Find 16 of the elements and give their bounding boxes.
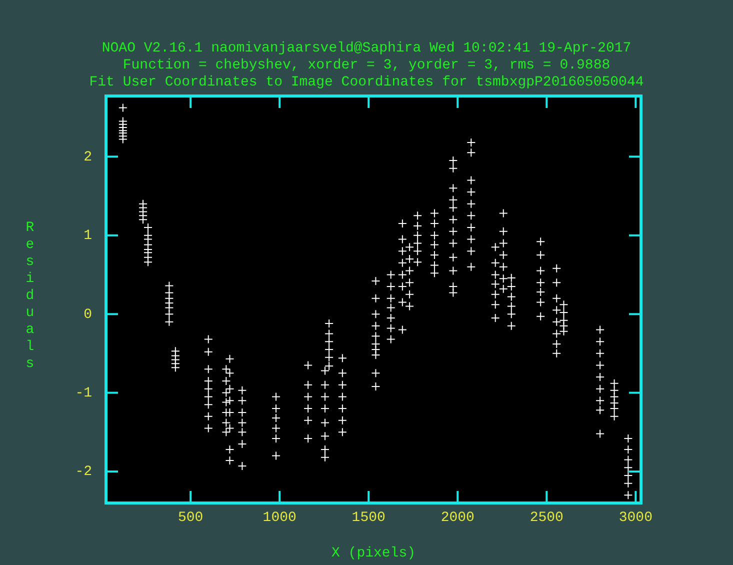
chart-title: NOAO V2.16.1 naomivanjaarsveld@Saphira Wed 10:02:41 19-Apr-2017: [102, 40, 632, 57]
y-tick-label: 1: [84, 228, 92, 244]
y-tick-label: 2: [84, 149, 92, 166]
x-tick-label: 1500: [352, 510, 386, 526]
text: Fit User Coordinates to Image Coordinates for tsmbxgpP201605050044: [89, 74, 644, 91]
y-tick-label: -1: [75, 385, 92, 402]
x-axis-title: X (pixels): [331, 545, 416, 562]
x-tick-label: 3000: [618, 510, 652, 526]
x-tick-label: 1000: [262, 510, 296, 526]
y-tick-label: 0: [84, 306, 92, 323]
chart-subtitle: Function = chebyshev, xorder = 3, yorder = 3, rms = 0.9888: [122, 58, 610, 74]
x-tick-label: 500: [178, 510, 204, 526]
y-tick-label: -2: [75, 464, 92, 480]
x-tick-label: 2000: [440, 510, 474, 526]
text: Residuals: [26, 220, 34, 372]
x-tick-label: 2500: [530, 510, 564, 526]
